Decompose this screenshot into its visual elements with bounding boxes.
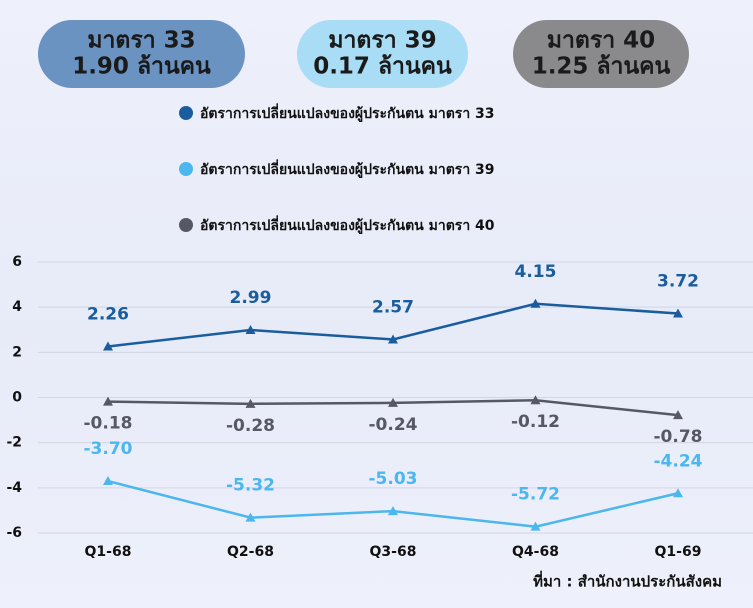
x-tick-label: Q2-68 <box>227 544 274 560</box>
x-tick-label: Q3-68 <box>370 544 417 560</box>
y-tick-label: 0 <box>12 390 22 406</box>
badge <box>513 20 689 88</box>
data-label: -4.24 <box>654 451 703 471</box>
badge-title: มาตรา 39 <box>328 28 436 54</box>
point-marker <box>388 397 398 407</box>
data-label: 2.57 <box>372 297 414 317</box>
legend-label: อัตราการเปลี่ยนแปลงของผู้ประกันตน มาตรา … <box>200 103 495 122</box>
y-tick-label: 4 <box>12 299 22 315</box>
data-label: -0.24 <box>369 415 418 435</box>
badge-title: มาตรา 40 <box>547 28 655 54</box>
x-tick-label: Q1-69 <box>655 544 702 560</box>
point-marker <box>530 521 541 531</box>
point-marker <box>530 395 541 405</box>
data-label: -5.72 <box>511 485 560 505</box>
data-label: -0.78 <box>654 427 703 447</box>
y-tick-label: -6 <box>6 525 22 541</box>
legend-marker <box>179 106 193 120</box>
badge <box>38 20 245 88</box>
data-label: -0.12 <box>511 412 560 432</box>
point-marker <box>673 488 683 498</box>
point-marker <box>245 398 256 408</box>
data-label: 3.72 <box>657 271 699 291</box>
legend-label: อัตราการเปลี่ยนแปลงของผู้ประกันตน มาตรา … <box>200 215 495 234</box>
y-tick-label: 6 <box>12 254 22 270</box>
point-marker <box>103 476 113 486</box>
point-marker <box>673 410 683 420</box>
point-marker <box>103 341 113 351</box>
badge-value: 1.25 ล้านคน <box>532 54 671 80</box>
point-marker <box>103 396 113 406</box>
source-note: ที่มา : สำนักงานประกันสังคม <box>533 571 722 591</box>
legend-label: อัตราการเปลี่ยนแปลงของผู้ประกันตน มาตรา … <box>200 159 495 178</box>
data-label: -5.32 <box>226 476 275 496</box>
badge <box>297 20 468 88</box>
point-marker <box>388 334 398 344</box>
point-marker <box>530 298 541 308</box>
data-label: -0.18 <box>84 414 133 434</box>
point-marker <box>245 324 256 334</box>
data-label: 2.99 <box>230 288 272 308</box>
y-tick-label: -4 <box>6 480 22 496</box>
legend-marker <box>179 218 193 232</box>
legend-marker <box>179 162 193 176</box>
data-label: -0.28 <box>226 416 275 436</box>
point-marker <box>388 506 398 516</box>
y-tick-label: 2 <box>12 344 22 360</box>
x-tick-label: Q1-68 <box>85 544 132 560</box>
y-tick-label: -2 <box>6 435 22 451</box>
data-label: 4.15 <box>515 262 557 282</box>
badge-title: มาตรา 33 <box>87 28 195 54</box>
badge-value: 1.90 ล้านคน <box>72 54 211 80</box>
point-marker <box>245 512 256 522</box>
data-label: -5.03 <box>369 469 418 489</box>
point-marker <box>673 308 683 318</box>
x-tick-label: Q4-68 <box>512 544 559 560</box>
data-label: 2.26 <box>87 304 129 324</box>
data-label: -3.70 <box>84 439 133 459</box>
badge-value: 0.17 ล้านคน <box>313 54 452 80</box>
